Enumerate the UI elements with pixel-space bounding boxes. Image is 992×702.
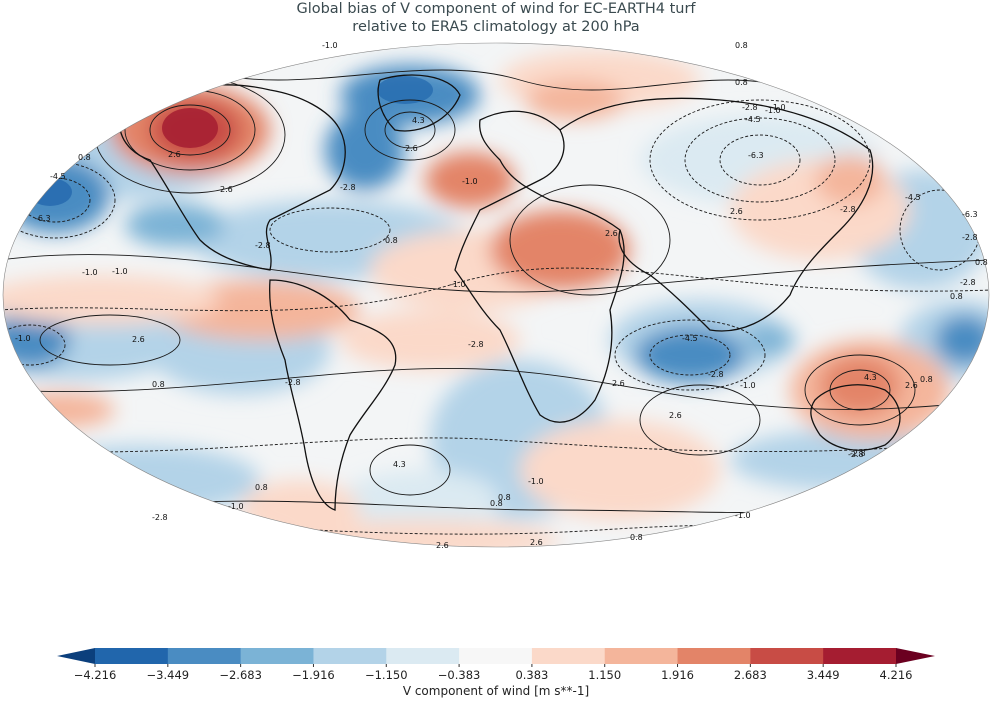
contour-label: -1.0 [770,103,786,112]
contour-label: -2.8 [255,241,271,250]
contour-label: 2.6 [436,541,449,550]
colorbar-tick-label: −0.383 [438,668,481,682]
colorbar-tick-label: −3.449 [147,668,190,682]
contour-label: -2.8 [848,450,864,459]
contour-label: -1.0 [765,106,781,115]
coastlines [119,74,951,547]
colorbar-bin [459,648,533,664]
contour-label: -2.8 [742,103,758,112]
contour-label: 2.6 [730,207,743,216]
contour-label: 0.8 [78,153,91,162]
contour-label: -2.8 [708,370,724,379]
contour-label: 0.8 [630,533,643,542]
colorbar-bin [677,648,751,664]
contour-label: -2.8 [340,183,356,192]
contour-label: -4.5 [50,172,66,181]
colorbar-tick-label: −1.150 [365,668,408,682]
contour-label: 0.8 [735,41,748,50]
contour-label: -6.3 [35,214,51,223]
contour-label: -1.0 [322,41,338,50]
colorbar-bin [604,648,679,664]
contour-label: -4.5 [745,115,761,124]
contour-label: -2.8 [850,449,866,458]
colorbar-extend-high [896,648,935,664]
colorbar-bin [313,648,387,664]
contour-label: 2.6 [405,144,418,153]
map-title-line-1: Global bias of V component of wind for E… [296,1,696,17]
contour-label: -4.5 [682,334,698,343]
colorbar-ticks: −4.216 −3.449 −2.683 −1.916 −1.150 −0.383 0.38… [74,664,913,682]
contour-label: -1.0 [82,268,98,277]
contour-label: -1.0 [112,267,128,276]
colorbar-tick-label: 3.449 [807,668,840,682]
contour-label: -4.5 [905,193,921,202]
colorbar-tick-label: −2.683 [219,668,262,682]
contour-label: -1.0 [462,177,478,186]
contour-label: 0.8 [735,78,748,87]
contour-label: -2.8 [468,340,484,349]
colorbar-bin [386,648,460,664]
contour-label: -2.8 [960,278,976,287]
contour-label: 0.8 [152,380,165,389]
contour-lines-negative [3,99,989,535]
contour-label: 4.3 [864,373,877,382]
contour-label: -1.0 [15,334,31,343]
contour-label: 4.3 [412,116,425,125]
map-title: Global bias of V component of wind for E… [0,0,992,36]
contour-label: 0.8 [498,493,511,502]
contour-label: -2.8 [962,233,978,242]
colorbar-tick-label: −4.216 [74,668,117,682]
contour-label: 2.6 [168,150,181,159]
contour-label: -1.0 [735,511,751,520]
contour-label: -6.3 [962,210,978,219]
contour-label: 2.6 [530,538,543,547]
colorbar-tick-label: 0.383 [515,668,548,682]
contour-label: -2.8 [840,205,856,214]
contour-label: -1.0 [528,477,544,486]
colorbar-bin [95,648,169,664]
colorbar-bin [531,648,606,664]
contour-label: 0.8 [975,258,988,267]
contour-label: -1.0 [450,280,466,289]
colorbar-extend-low [57,648,95,664]
colorbar-label: V component of wind [m s**-1] [402,684,590,698]
world-map: -1.0 0.80.84.32.6-4.5-6.32.60.8-1.0-2.8 -1… [2,41,990,550]
contour-label: -2.8 [285,378,301,387]
contour-label: -6.3 [748,151,764,160]
contour-label: 2.6 [669,411,682,420]
contour-label: 4.3 [393,460,406,469]
contour-label: -1.0 [740,381,756,390]
map-frame [2,42,990,548]
contour-label: 0.8 [950,292,963,301]
contour-label-layer: -1.0 0.80.84.32.6-4.5-6.32.60.8-1.0-2.8 -1… [15,41,988,550]
colorbar-bin [750,648,824,664]
map-field [3,43,989,547]
colorbar-bin [240,648,314,664]
contour-label: 2.6 [220,185,233,194]
contour-label: 0.8 [920,375,933,384]
contour-label: 0.8 [490,499,503,508]
contour-label: 0.8 [255,483,268,492]
contour-label: 0.8 [385,236,398,245]
colorbar-tick-label: 1.916 [661,668,694,682]
colorbar-tick-label: 1.150 [588,668,621,682]
contour-label: 2.6 [132,335,145,344]
colorbar: −4.216 −3.449 −2.683 −1.916 −1.150 −0.383 0.38… [57,648,935,682]
colorbar-tick-label: 4.216 [880,668,913,682]
colorbar-bin [823,648,897,664]
colorbar-segments [57,648,935,664]
contour-label: -1.0 [228,502,244,511]
colorbar-bin [167,648,242,664]
contour-label: 2.6 [905,381,918,390]
contour-label: 2.6 [612,379,625,388]
colorbar-tick-label: 2.683 [734,668,767,682]
colorbar-tick-label: −1.916 [292,668,335,682]
map-title-line-2: relative to ERA5 climatology at 200 hPa [352,19,640,35]
contour-label: 2.6 [605,229,618,238]
contour-label: -2.8 [152,513,168,522]
